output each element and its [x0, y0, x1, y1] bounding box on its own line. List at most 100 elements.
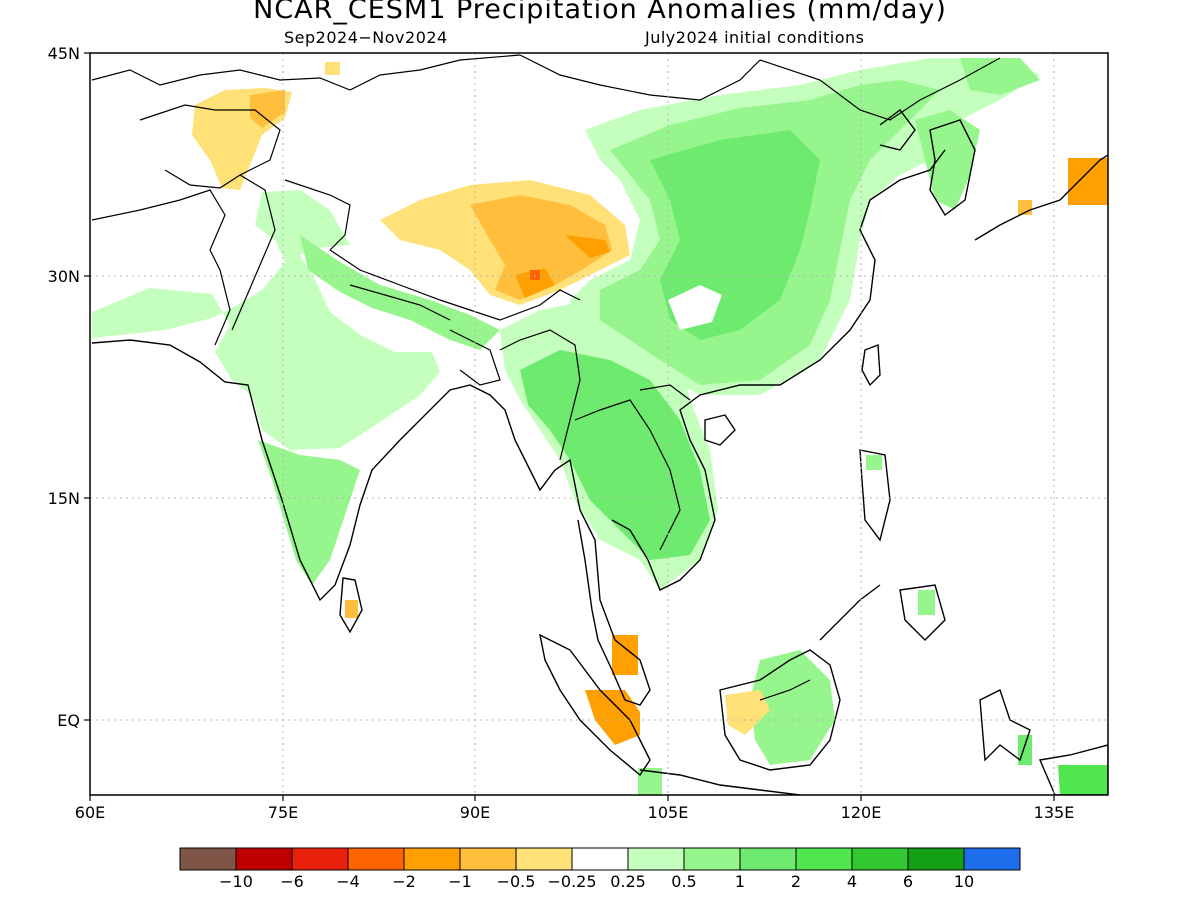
colorbar-label: −0.5	[497, 872, 536, 891]
coastline-philippines-mindanao	[899, 584, 946, 641]
border-afghanistan	[139, 104, 281, 189]
anomaly-region-philippines-wet	[866, 455, 935, 615]
border-central-asia	[91, 54, 521, 91]
colorbar-swatch	[627, 847, 685, 871]
border-china-north	[759, 57, 1001, 121]
coastline-arabian-sea-india	[91, 339, 651, 706]
lon-label-105e: 105E	[648, 803, 689, 822]
coastline-sri-lanka	[339, 577, 363, 634]
country-borders	[91, 54, 1001, 701]
colorbar-swatch	[739, 847, 797, 871]
lon-label-75e: 75E	[268, 803, 298, 822]
colorbar-swatch	[459, 847, 517, 871]
border-iran-pakistan	[91, 189, 231, 346]
anomaly-region-himalaya-wet	[300, 235, 500, 350]
border-pakistan-india	[231, 174, 276, 331]
border-myanmar	[499, 329, 581, 461]
colorbar-swatch	[571, 847, 629, 871]
colorbar-label: −0.25	[547, 872, 596, 891]
anomaly-region-india-south	[258, 440, 360, 585]
anomaly-region-japan-dry	[1068, 158, 1108, 205]
coastline-hainan	[704, 414, 736, 446]
map-title: NCAR_CESM1 Precipitation Anomalies (mm/d…	[253, 0, 947, 25]
colorbar-label: −2	[392, 872, 416, 891]
coastline-japan	[974, 154, 1108, 241]
colorbar-label: −6	[280, 872, 304, 891]
colorbar-label: −4	[336, 872, 360, 891]
coastline-sulawesi	[979, 689, 1031, 762]
border-china-south-himalaya	[329, 249, 581, 321]
colorbar-swatch	[347, 847, 405, 871]
colorbar-label: −1	[448, 872, 472, 891]
anomaly-region-china-strong	[650, 130, 820, 340]
anomaly-region-central-china-dry-hole	[668, 285, 722, 330]
border-thailand-laos	[574, 399, 681, 551]
anomaly-region-sumatra-dry	[585, 690, 640, 745]
colorbar-label: 6	[903, 872, 913, 891]
border-china-mongolia	[519, 54, 761, 101]
colorbar-swatch	[963, 847, 1021, 871]
anomaly-region-new-guinea-wet	[1058, 765, 1108, 795]
coastlines	[91, 109, 1108, 795]
border-bangladesh	[449, 329, 501, 386]
colorbar-label: 0.5	[671, 872, 696, 891]
colorbar: −10 −6 −4 −2 −1 −0.5 −0.25 0.25 0.5 1 2 4 6 10	[179, 847, 1021, 891]
colorbar-label: 10	[954, 872, 974, 891]
colorbar-swatch	[179, 847, 237, 871]
anomaly-region-afghanistan-moderate	[250, 90, 285, 128]
anomaly-region-malaya-dry	[612, 635, 638, 675]
graticule	[90, 53, 1108, 795]
border-vietnam	[639, 384, 691, 401]
colorbar-swatch	[795, 847, 853, 871]
colorbar-label: 0.25	[610, 872, 646, 891]
colorbar-swatch	[683, 847, 741, 871]
anomaly-region-borneo-wet	[750, 650, 835, 765]
border-kashmir-china	[284, 179, 351, 251]
anomaly-region-java-wet	[638, 768, 662, 795]
border-malaysia-borneo	[759, 679, 811, 701]
anomaly-region-india-wet	[92, 190, 440, 450]
coastline-philippines-luzon	[859, 449, 891, 542]
colorbar-swatch	[403, 847, 461, 871]
coastline-java	[639, 769, 801, 795]
colorbar-label: 2	[791, 872, 801, 891]
lon-label-90e: 90E	[460, 803, 490, 822]
lat-label-30n: 30N	[48, 267, 80, 286]
lat-label-15n: 15N	[48, 489, 80, 508]
initial-conditions: July2024 initial conditions	[645, 28, 865, 47]
colorbar-swatch	[907, 847, 965, 871]
anomaly-region-northeast-wet	[960, 58, 1040, 95]
anomaly-region-tibet-strong	[515, 235, 610, 298]
colorbar-label: −10	[219, 872, 253, 891]
anomaly-region-aral-dry	[325, 62, 340, 75]
lon-label-135e: 135E	[1034, 803, 1075, 822]
lon-label-120e: 120E	[841, 803, 882, 822]
anomaly-region-indochina-green	[520, 350, 710, 560]
lat-label-eq: EQ	[57, 711, 80, 730]
anomaly-region-borneo-dry	[725, 690, 770, 735]
coastline-sumatra	[539, 633, 651, 777]
colorbar-swatch	[851, 847, 909, 871]
lon-label-60e: 60E	[75, 803, 105, 822]
colorbar-label: 1	[735, 872, 745, 891]
anomaly-region-sri-lanka-dry	[345, 600, 358, 618]
anomaly-region-tibet-moderate	[470, 195, 612, 300]
anomaly-field	[91, 54, 1108, 795]
coastline-indochina	[611, 149, 946, 591]
coastline-palawan	[819, 584, 881, 641]
border-nepal	[349, 284, 451, 321]
colorbar-label: 4	[847, 872, 857, 891]
map-frame	[89, 52, 1109, 796]
coastline-new-guinea	[1039, 744, 1108, 795]
lat-label-45n: 45N	[48, 44, 80, 63]
colorbar-swatch	[291, 847, 349, 871]
coastline-korea	[929, 119, 976, 217]
coastline-bohai	[879, 109, 916, 151]
anomaly-region-tibet-peak	[530, 270, 540, 280]
forecast-period: Sep2024−Nov2024	[284, 28, 448, 47]
axis-ticks	[84, 52, 1055, 801]
colorbar-swatch	[235, 847, 293, 871]
coastline-taiwan	[861, 344, 881, 387]
colorbar-swatch	[515, 847, 573, 871]
